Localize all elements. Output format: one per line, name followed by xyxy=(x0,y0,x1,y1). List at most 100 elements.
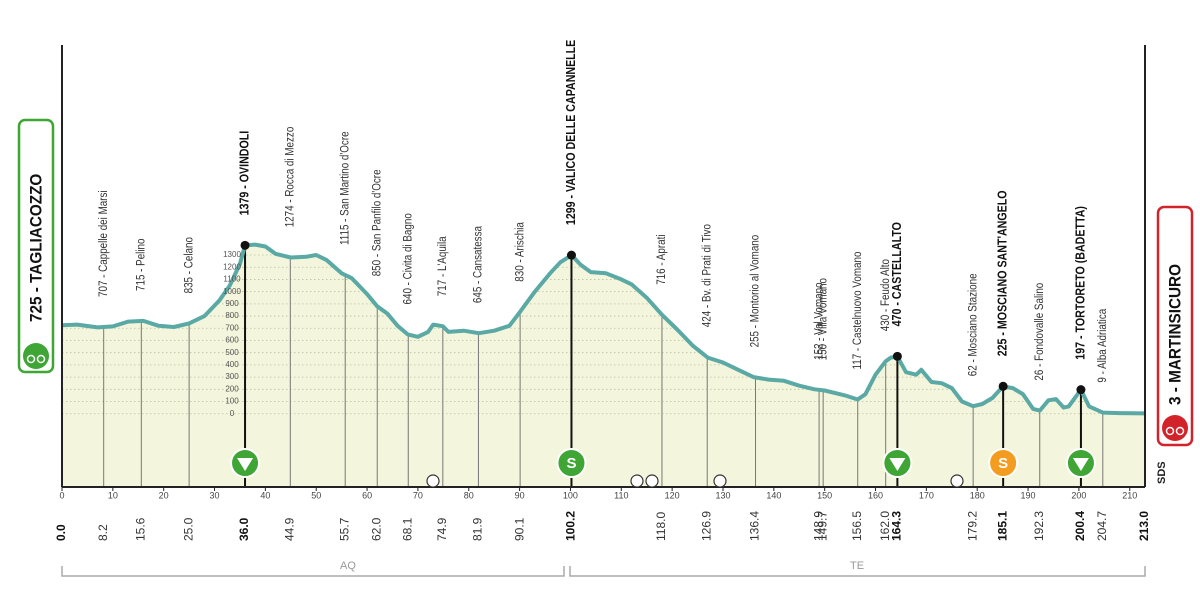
waypoint-km: 81.9 xyxy=(471,517,485,541)
x-tick-label: 180 xyxy=(970,490,985,500)
waypoint-km: 36.0 xyxy=(237,517,251,541)
x-tick-label: 140 xyxy=(766,490,781,500)
finish-box xyxy=(1156,205,1194,447)
waypoint-label: 645 - Cansatessa xyxy=(472,225,485,303)
y-tick-label: 1300 xyxy=(223,250,241,259)
x-tick-label: 110 xyxy=(614,490,628,500)
start-icon-wheel xyxy=(36,354,46,364)
y-tick-label: 700 xyxy=(225,323,239,332)
sprint-symbol: S xyxy=(998,455,1008,472)
waypoint-km: 179.2 xyxy=(965,511,979,541)
x-tick-label: 190 xyxy=(1021,490,1036,500)
waypoint-label: 830 - Arischia xyxy=(513,221,526,281)
waypoint-label: 716 - Aprati xyxy=(655,234,668,284)
waypoint-label: 150 - Villa Vomano xyxy=(817,278,830,360)
x-tick-label: 130 xyxy=(715,490,730,500)
waypoint-label: 717 - L'Aquila xyxy=(436,236,449,297)
waypoint-label: 424 - Bv. di Prati di Tivo xyxy=(701,224,714,327)
waypoint-label: 850 - San Panfilo d'Ocre xyxy=(371,169,384,276)
x-tick-label: 10 xyxy=(108,490,118,500)
start-box xyxy=(17,118,55,374)
x-tick-label: 100 xyxy=(563,490,578,500)
waypoint-km: 74.9 xyxy=(435,517,449,541)
y-tick-label: 600 xyxy=(225,336,239,345)
x-tick-label: 150 xyxy=(817,490,832,500)
region-bracket xyxy=(569,566,1146,577)
waypoint-label: 835 - Celano xyxy=(182,237,195,293)
waypoint-label: 640 - Civita di Bagno xyxy=(402,213,415,304)
waypoint-label: 1274 - Rocca di Mezzo xyxy=(284,127,297,228)
y-tick-label: 300 xyxy=(225,372,239,381)
waypoint-label: 117 - Castelnuovo Vomano xyxy=(851,252,864,370)
waypoint-km: 25.0 xyxy=(181,517,195,541)
road-icons xyxy=(426,474,964,488)
x-tick-label: 210 xyxy=(1122,490,1137,500)
y-tick-label: 400 xyxy=(225,360,239,369)
waypoint-km: 15.6 xyxy=(133,517,147,541)
road-icon xyxy=(950,474,964,488)
x-tick-label: 60 xyxy=(362,490,372,500)
waypoint-km: 204.7 xyxy=(1095,511,1109,541)
profile-line xyxy=(61,242,1146,416)
region-label: AQ xyxy=(340,560,356,572)
region-bracket xyxy=(61,566,565,577)
waypoint-label: 26 - Fondovalle Salino xyxy=(1033,283,1046,381)
waypoint-label: 1115 - San Martino d'Ocre xyxy=(339,131,352,245)
sprint-icon xyxy=(556,448,587,478)
x-tick-label: 200 xyxy=(1071,490,1086,500)
finish-icon-wheel xyxy=(1175,426,1185,436)
waypoint-label: 255 - Montorio al Vomano xyxy=(749,235,762,348)
x-tick-label: 30 xyxy=(210,490,220,500)
summit-dot xyxy=(998,381,1008,391)
finish-label: 3 - MARTINSICURO xyxy=(1166,264,1185,405)
waypoint-label: 62 - Mosciano Stazione xyxy=(966,273,979,376)
waypoint-km: 118.0 xyxy=(654,512,668,541)
y-tick-label: 1000 xyxy=(223,287,241,296)
y-tick-label: 900 xyxy=(225,299,239,308)
road-icon xyxy=(426,474,440,488)
waypoint-label: 470 - CASTELLALTO xyxy=(889,222,904,326)
summit-dot xyxy=(892,351,902,361)
x-tick-label: 20 xyxy=(159,490,169,500)
x-tick-label: 70 xyxy=(413,490,423,500)
waypoint-km: 149.7 xyxy=(815,511,829,541)
fill-layer xyxy=(62,244,1145,487)
x-tick-label: 160 xyxy=(868,490,883,500)
start-icon-wheel xyxy=(26,354,36,364)
waypoint-label: 1379 - OVINDOLI xyxy=(236,131,251,216)
road-icon xyxy=(645,474,659,488)
kom-triangle xyxy=(889,458,906,471)
waypoint-km: 213.0 xyxy=(1137,511,1151,541)
waypoint-label: 225 - MOSCIANO SANT'ANGELO xyxy=(995,190,1010,356)
region-label: TE xyxy=(850,560,864,572)
waypoint-label: 430 - Feudo Alto xyxy=(879,259,892,331)
x-tick-label: 120 xyxy=(665,490,680,500)
sponsor-label: SDS xyxy=(1156,461,1168,484)
waypoint-label: 197 - TORTORETO (BADETTA) xyxy=(1072,206,1087,360)
summit-dot xyxy=(566,250,576,260)
profile-area xyxy=(62,244,1145,487)
waypoint-km: 55.7 xyxy=(337,517,351,541)
kom-triangle xyxy=(1072,458,1089,471)
kom-triangle xyxy=(237,458,254,471)
y-tick-label: 1100 xyxy=(223,275,241,284)
y-tick-label: 100 xyxy=(225,397,239,406)
start-icon xyxy=(23,343,49,369)
y-tick-label: 0 xyxy=(230,409,235,418)
region-brackets xyxy=(61,566,1146,577)
road-icon xyxy=(713,474,727,488)
sprint-icon xyxy=(988,448,1019,478)
waypoint-km: 44.9 xyxy=(282,517,296,541)
y-tick-label: 500 xyxy=(225,348,239,357)
y-tick-label: 1200 xyxy=(223,262,241,271)
x-tick-label: 40 xyxy=(260,490,270,500)
waypoint-km: 156.5 xyxy=(850,511,864,541)
start-label: 725 - TAGLIACOZZO xyxy=(27,174,46,322)
waypoint-km: 62.0 xyxy=(369,517,383,541)
waypoint-km: 100.2 xyxy=(564,511,578,541)
waypoint-km: 126.9 xyxy=(699,511,713,541)
x-tick-label: 0 xyxy=(59,490,64,500)
waypoint-km: 200.4 xyxy=(1073,511,1087,541)
sprint-symbol: S xyxy=(566,455,576,472)
